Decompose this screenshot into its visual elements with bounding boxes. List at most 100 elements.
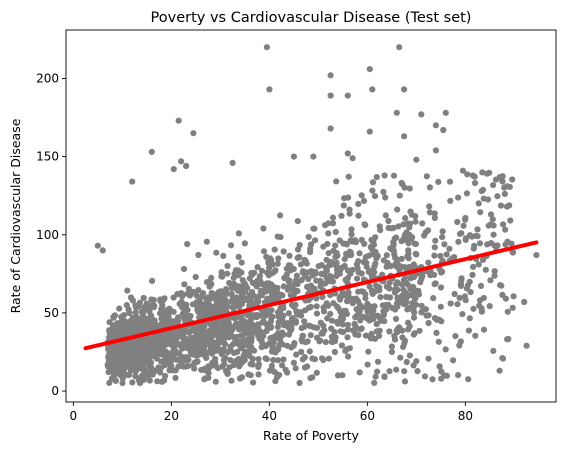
data-point bbox=[390, 172, 398, 179]
data-point bbox=[212, 360, 219, 367]
data-point bbox=[356, 369, 363, 376]
data-point bbox=[510, 293, 517, 300]
data-point bbox=[233, 357, 240, 364]
data-point bbox=[279, 329, 286, 336]
data-point bbox=[268, 314, 275, 321]
data-point bbox=[373, 282, 380, 289]
data-point bbox=[337, 296, 344, 303]
data-point bbox=[224, 270, 231, 277]
data-point bbox=[268, 334, 275, 341]
data-point bbox=[377, 294, 384, 301]
data-point bbox=[320, 243, 327, 250]
data-point bbox=[258, 336, 265, 343]
data-point bbox=[236, 375, 244, 382]
data-point bbox=[396, 44, 403, 51]
data-point bbox=[403, 358, 410, 366]
data-point bbox=[389, 304, 396, 312]
data-point bbox=[235, 253, 242, 260]
data-point bbox=[324, 315, 331, 322]
data-point bbox=[313, 369, 320, 376]
data-point bbox=[183, 344, 191, 351]
data-point bbox=[319, 293, 326, 301]
data-point bbox=[321, 327, 328, 334]
data-point bbox=[254, 264, 261, 271]
data-point bbox=[285, 310, 292, 317]
data-point bbox=[335, 305, 342, 312]
data-point bbox=[235, 230, 242, 237]
data-point bbox=[235, 283, 243, 290]
data-point bbox=[132, 373, 139, 380]
data-point bbox=[410, 261, 417, 268]
data-point bbox=[194, 307, 201, 314]
data-point bbox=[327, 72, 334, 79]
data-point bbox=[419, 220, 426, 227]
data-point bbox=[398, 179, 405, 187]
data-point bbox=[366, 128, 373, 135]
data-point bbox=[219, 273, 226, 280]
data-point bbox=[418, 302, 425, 309]
data-point bbox=[372, 373, 379, 380]
data-point bbox=[332, 228, 339, 236]
data-point bbox=[314, 334, 321, 341]
data-point bbox=[431, 244, 438, 251]
data-point bbox=[345, 173, 352, 180]
data-point bbox=[450, 357, 457, 364]
data-point bbox=[381, 172, 388, 179]
data-point bbox=[158, 358, 165, 365]
data-point bbox=[392, 254, 399, 261]
data-point bbox=[411, 295, 419, 302]
data-point bbox=[255, 363, 262, 371]
data-point bbox=[412, 218, 419, 225]
data-point bbox=[405, 326, 412, 333]
data-point bbox=[279, 362, 286, 369]
data-point bbox=[227, 357, 234, 364]
data-point bbox=[394, 296, 402, 303]
data-point bbox=[251, 347, 258, 354]
data-point bbox=[212, 378, 219, 385]
data-point bbox=[339, 372, 346, 379]
data-point bbox=[266, 307, 273, 314]
data-point bbox=[441, 241, 448, 248]
data-point bbox=[331, 348, 338, 356]
data-point bbox=[459, 167, 466, 174]
x-tick-label: 40 bbox=[262, 409, 277, 423]
data-point bbox=[170, 294, 177, 301]
data-point bbox=[118, 313, 125, 320]
data-point bbox=[146, 303, 153, 310]
data-point bbox=[462, 235, 470, 242]
data-point bbox=[273, 288, 280, 296]
data-point bbox=[433, 329, 440, 336]
data-point bbox=[128, 325, 135, 332]
data-point bbox=[307, 245, 314, 252]
data-point bbox=[241, 323, 248, 330]
data-point bbox=[455, 372, 462, 379]
data-point bbox=[242, 282, 249, 289]
data-point bbox=[213, 249, 220, 256]
data-point bbox=[314, 324, 321, 331]
data-point bbox=[357, 317, 364, 324]
data-point bbox=[288, 344, 295, 351]
data-point bbox=[487, 211, 495, 218]
data-point bbox=[430, 295, 437, 302]
data-point bbox=[320, 308, 328, 315]
data-point bbox=[374, 368, 381, 375]
data-point bbox=[247, 312, 254, 319]
data-point bbox=[190, 130, 197, 137]
data-point bbox=[280, 356, 287, 363]
data-point bbox=[361, 240, 368, 247]
data-point bbox=[494, 242, 501, 249]
data-point bbox=[494, 193, 501, 200]
data-point bbox=[274, 233, 281, 240]
data-point bbox=[401, 337, 409, 344]
data-point bbox=[247, 372, 254, 379]
data-point bbox=[265, 258, 272, 265]
data-point bbox=[417, 271, 424, 278]
data-point bbox=[438, 269, 445, 276]
data-point bbox=[476, 240, 484, 247]
data-point bbox=[129, 297, 136, 304]
data-point bbox=[208, 295, 215, 302]
data-point bbox=[234, 320, 241, 327]
data-point bbox=[205, 305, 212, 312]
data-point bbox=[166, 350, 173, 357]
data-point bbox=[346, 210, 353, 217]
